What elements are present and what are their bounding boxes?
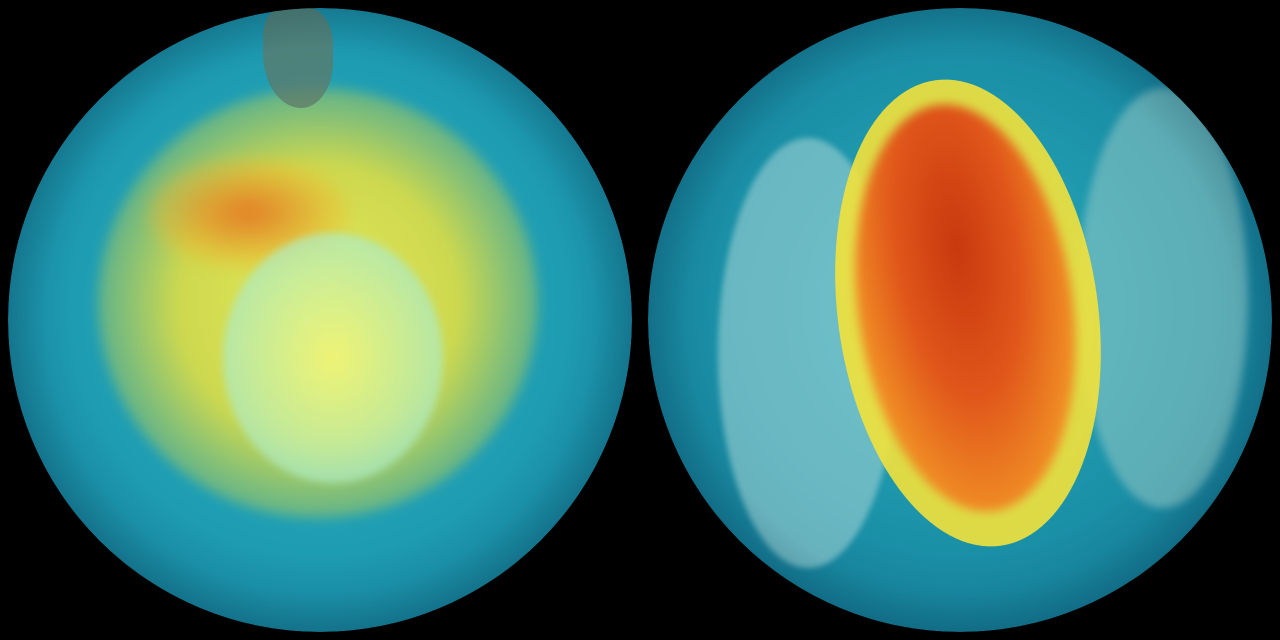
right-globe-limb-shadow — [648, 8, 1272, 632]
left-globe-limb-shadow — [8, 8, 632, 632]
right-globe-visualization — [648, 8, 1272, 632]
left-globe-visualization — [8, 8, 632, 632]
